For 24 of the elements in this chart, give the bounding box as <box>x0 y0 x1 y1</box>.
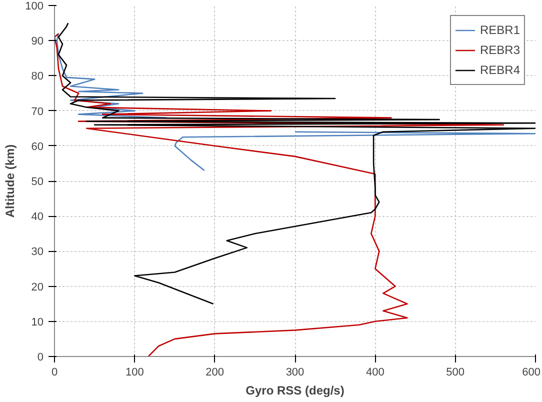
x-axis-title: Gyro RSS (deg/s) <box>246 384 344 398</box>
x-tick-label: 0 <box>51 366 58 378</box>
y-tick-label: 50 <box>31 176 44 188</box>
x-tick-label: 200 <box>206 366 224 378</box>
legend-label: REBR3 <box>480 43 520 57</box>
y-tick-label: 70 <box>31 106 44 118</box>
y-tick-label: 10 <box>31 316 44 328</box>
y-tick-label: 40 <box>31 211 44 224</box>
legend-label: REBR1 <box>480 23 520 37</box>
y-axis-title: Altitude (km) <box>3 144 18 218</box>
x-tick-label: 400 <box>366 366 384 378</box>
legend-label: REBR4 <box>480 63 520 77</box>
y-tick-label: 0 <box>37 352 44 364</box>
y-tick-label: 30 <box>31 246 44 258</box>
y-tick-label: 80 <box>31 70 44 83</box>
x-tick-label: 600 <box>522 366 541 378</box>
x-tick-label: 100 <box>125 366 144 378</box>
y-tick-label: 20 <box>31 281 44 294</box>
y-tick-label: 60 <box>31 140 44 153</box>
y-tick-label: 90 <box>31 36 44 48</box>
y-tick-label: 100 <box>25 0 44 12</box>
x-tick-label: 300 <box>286 366 304 378</box>
x-tick-label: 500 <box>446 366 465 378</box>
line-series <box>58 22 536 304</box>
